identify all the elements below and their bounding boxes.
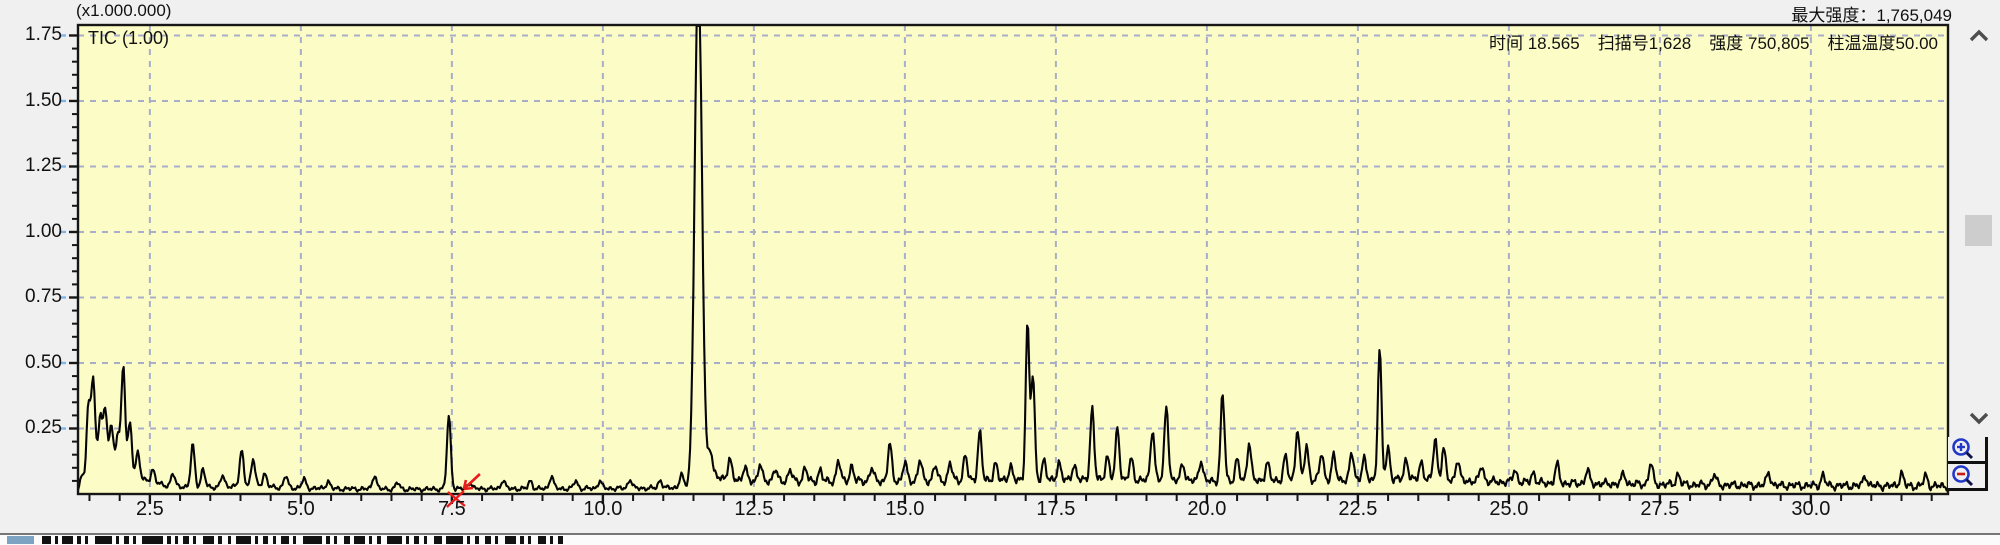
pane-bar [377,536,381,544]
pane-bar [354,536,365,544]
x-tick-label: 20.0 [1187,498,1227,520]
x-tick-label: 2.5 [135,498,164,520]
x-tick-label: 7.5 [437,498,466,520]
pane-bar [193,536,196,544]
pane-bar [434,536,442,544]
pane-bar [424,536,427,544]
pane-bar [228,536,231,544]
max-intensity-label: 最大强度： [1791,6,1877,25]
pane-bar [369,536,372,544]
pane-bar [293,536,296,544]
pane-bar [236,536,251,544]
pane-bar [77,536,81,544]
x-tick-label: 17.5 [1036,498,1076,520]
y-axis-multiplier-label: (x1.000.000) [76,1,172,20]
pane-bar [124,536,129,544]
scrollbar-down-button[interactable] [1966,408,1992,428]
cursor-oven-temp: 柱温温度50.00 [1827,34,1938,53]
x-tick-label: 15.0 [885,498,925,520]
y-tick-label: 1.50 [25,89,62,111]
zoom-controls [1948,437,1992,491]
pane-bar [387,536,402,544]
pane-bar [142,536,163,544]
pane-bar [175,536,178,544]
pane-bar [326,536,330,544]
trace-name-label: TIC (1.00) [88,28,170,48]
x-tick-label: 25.0 [1489,498,1529,520]
zoom-out-button[interactable] [1948,464,1988,491]
pane-bar [42,536,51,544]
next-pane-edge[interactable] [0,533,2000,545]
pane-bar [167,536,171,544]
pane-bar [95,536,112,544]
pane-bar [273,536,276,544]
pane-bar [255,536,258,544]
x-tick-label: 5.0 [286,498,315,520]
y-tick-label: 0.75 [25,286,62,308]
chevron-up-icon [1969,29,1989,42]
max-intensity-readout: 最大强度：1,765,049 [1791,1,1952,26]
pane-bar [303,536,322,544]
pane-bar [538,536,546,544]
pane-bar [116,536,119,544]
pane-bar [85,536,88,544]
cursor-readout: 时间 18.565 扫描号1,628 强度 750,805 柱温温度50.00 [1489,29,1938,54]
magnifier-plus-icon [1952,438,1974,460]
pane-bar [62,536,73,544]
pane-bar [183,536,189,544]
cursor-time: 时间 18.565 [1488,34,1580,53]
pane-bar [281,536,289,544]
next-pane-handle[interactable] [7,536,34,544]
pane-bar [414,536,419,544]
pane-bar [133,536,136,544]
cursor-intensity: 强度 750,805 [1709,34,1810,53]
pane-bar [485,536,491,544]
pane-bar [263,536,268,544]
pane-bar [505,536,516,544]
vertical-scrollbar[interactable] [1960,25,1998,431]
pane-bar [520,536,524,544]
pane-bar [334,536,337,544]
pane-bar [406,536,409,544]
pane-bar [344,536,350,544]
max-intensity-value: 1,765,049 [1876,6,1952,25]
pane-bar [528,536,531,544]
x-tick-label: 30.0 [1791,498,1831,520]
pane-bar [203,536,214,544]
y-tick-label: 1.25 [25,155,62,177]
x-tick-label: 10.0 [583,498,623,520]
pane-bar [218,536,222,544]
pane-bar [55,536,58,544]
pane-bar [550,536,553,544]
chevron-down-icon [1969,412,1989,425]
x-tick-label: 27.5 [1640,498,1680,520]
y-tick-label: 1.75 [25,24,62,46]
x-tick-label: 22.5 [1338,498,1378,520]
pane-bar [467,536,470,544]
y-tick-label: 1.00 [25,220,62,242]
zoom-in-button[interactable] [1948,437,1988,464]
x-tick-label: 12.5 [734,498,774,520]
y-tick-label: 0.50 [25,351,62,373]
pane-bar [558,536,563,544]
cursor-scan: 扫描号1,628 [1597,34,1692,53]
scrollbar-up-button[interactable] [1966,27,1992,47]
pane-bar [495,536,498,544]
scrollbar-thumb[interactable] [1965,215,1992,246]
y-tick-label: 0.25 [25,417,62,439]
pane-bar [475,536,479,544]
pane-bar [446,536,463,544]
magnifier-minus-icon [1952,465,1974,487]
